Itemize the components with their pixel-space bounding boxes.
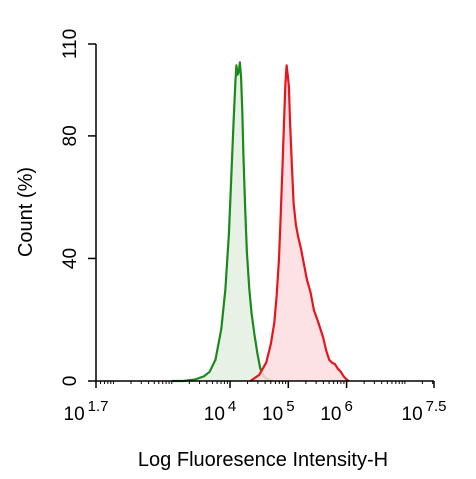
series-1-area: [250, 65, 349, 382]
series-layer: [171, 61, 350, 383]
y-tick-label-40: 40: [60, 248, 81, 269]
axes-layer: [88, 43, 435, 388]
series-1-line: [249, 64, 350, 382]
series-0-line: [171, 61, 273, 383]
y-axis-title: Count (%): [15, 167, 37, 257]
x-tick-label-2: 10 5: [262, 398, 294, 425]
y-tick-label-110: 110: [60, 29, 81, 59]
y-tick-label-80: 80: [60, 125, 81, 146]
x-tick-label-4: 10 7.5: [402, 398, 447, 425]
x-tick-label-3: 10 6: [320, 398, 352, 425]
x-tick-label-0: 10 1.7: [64, 398, 109, 425]
x-axis-title: Log Fluoresence Intensity-H: [138, 449, 388, 471]
series-0-area: [171, 62, 272, 382]
y-tick-label-0: 0: [60, 376, 81, 387]
labels-layer: 0 40 80 110 10 1.7 10 4 10 5 10 6 10 7.5: [60, 29, 447, 425]
x-tick-label-1: 10 4: [204, 398, 236, 425]
